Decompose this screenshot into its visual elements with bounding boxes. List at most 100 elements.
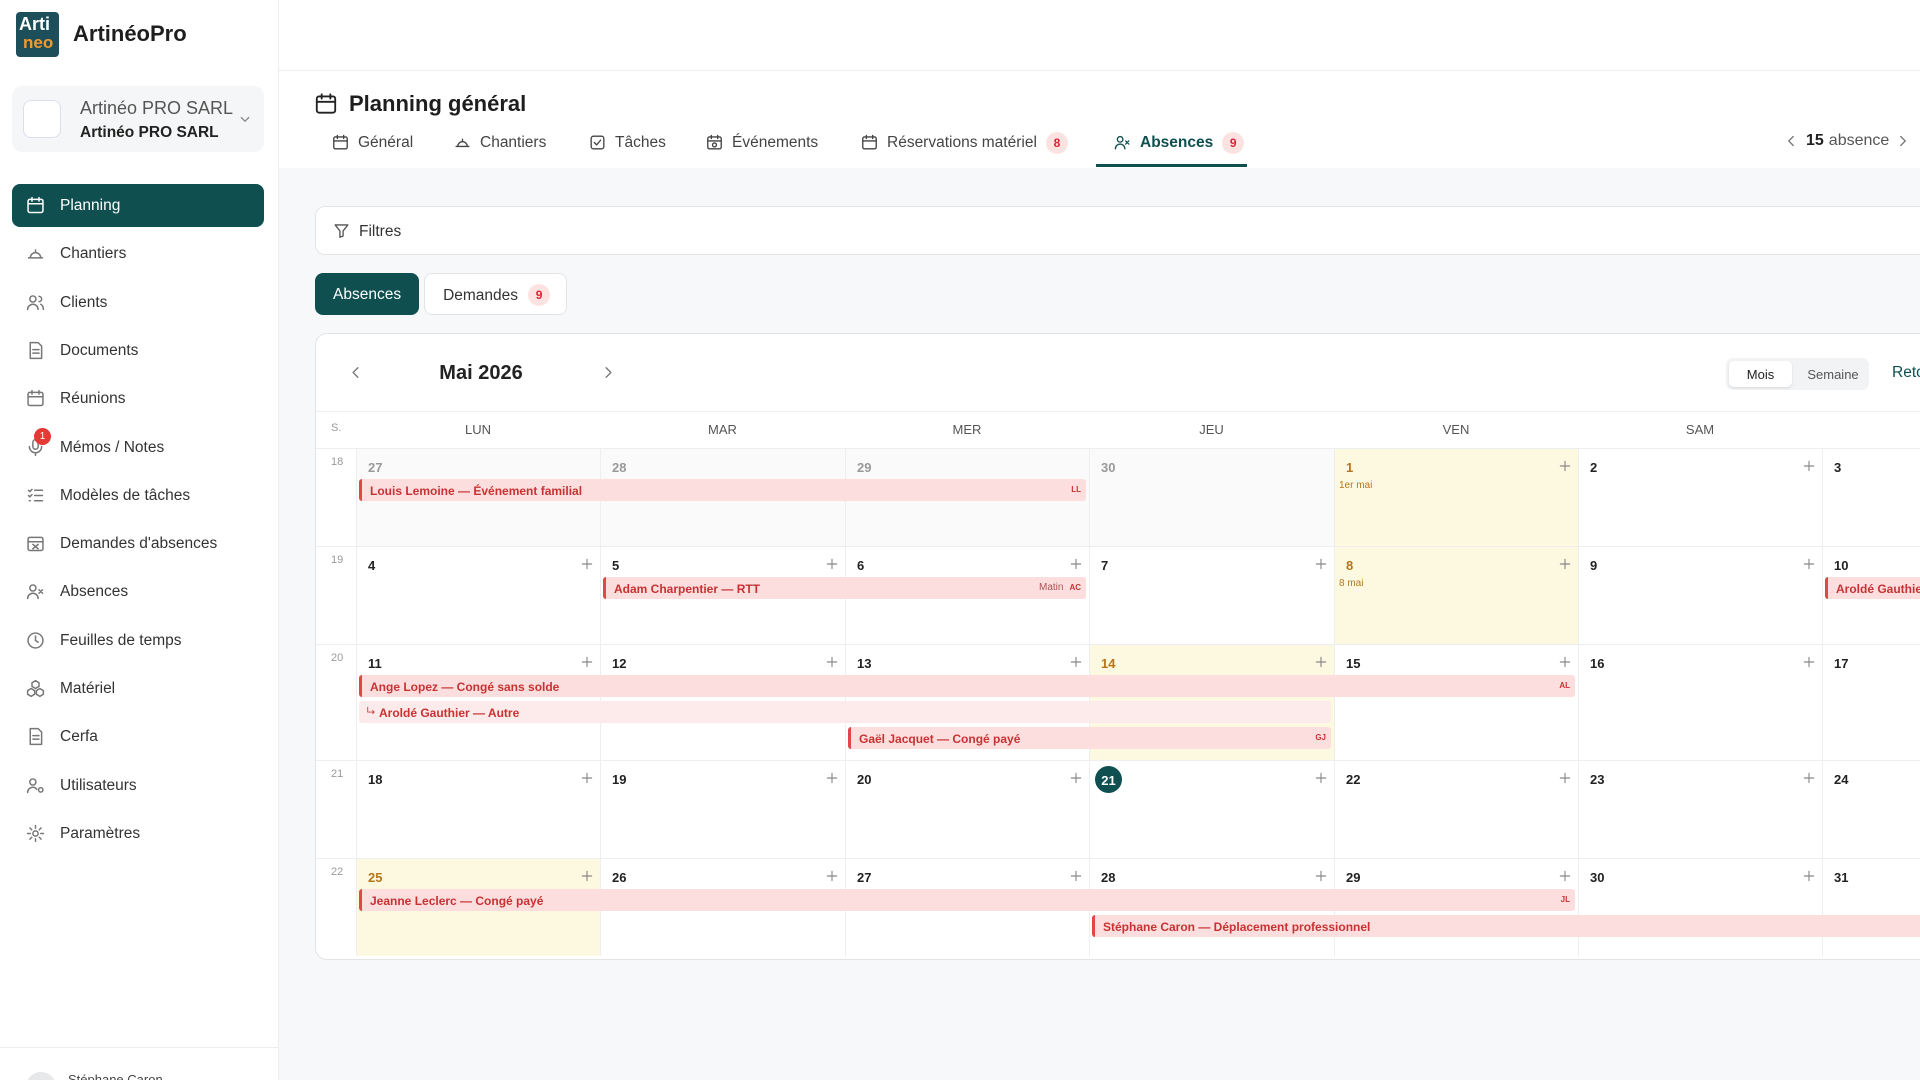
view-button[interactable]: Semaine (1797, 361, 1869, 387)
day-number: 16 (1590, 656, 1605, 671)
filters-label: Filtres (359, 223, 402, 240)
tab-icon (333, 134, 348, 150)
tab-badge: 8 (1045, 132, 1068, 154)
day-cell[interactable] (356, 547, 600, 644)
weekday-label: LUN (464, 422, 491, 437)
filters-bar[interactable]: Filtres (315, 206, 1920, 255)
event-bar[interactable]: Stéphane Caron — Déplacement professionn… (1092, 915, 1920, 937)
nav-item[interactable]: Modèles de tâches (12, 474, 264, 517)
tab-label[interactable]: Chantiers (480, 134, 547, 151)
today-button[interactable]: Reto (1892, 364, 1920, 381)
tab-label[interactable]: Tâches (615, 134, 666, 151)
day-cell[interactable] (1822, 761, 1920, 858)
day-cell[interactable] (1822, 645, 1920, 760)
day-cell[interactable] (1334, 449, 1578, 546)
nav-item[interactable]: Documents (12, 329, 264, 372)
event-bar[interactable]: Adam Charpentier — RTT AC Matin (603, 577, 1086, 599)
tabbar (279, 71, 1920, 168)
day-cell[interactable] (1089, 547, 1334, 644)
tab-icon (590, 135, 605, 150)
nav-item[interactable]: Mémos / Notes 1 (12, 426, 264, 469)
nav-item[interactable]: Absences (12, 570, 264, 613)
event-bar[interactable]: Jeanne Leclerc — Congé payé JL (359, 889, 1575, 911)
logo-text: Arti (19, 14, 50, 34)
company-switcher[interactable]: Artinéo PRO SARL Artinéo PRO SARL (12, 86, 264, 152)
company-name: Artinéo PRO SARL (80, 98, 234, 118)
week-header: S. (331, 422, 342, 434)
nav-item[interactable]: Feuilles de temps (12, 619, 264, 662)
weekday-label: MER (952, 422, 982, 437)
tab-label[interactable]: Réservations matériel (887, 134, 1037, 151)
day-cell[interactable] (1578, 761, 1822, 858)
week-number: 18 (331, 456, 344, 468)
header-divider (316, 411, 1920, 412)
nav-icon (27, 488, 44, 502)
nav-item[interactable]: Utilisateurs (12, 764, 264, 807)
day-number: 23 (1590, 772, 1605, 787)
nav-icon (26, 679, 45, 698)
title-icon (315, 93, 337, 114)
day-cell[interactable] (1578, 547, 1822, 644)
nav-item[interactable]: Demandes d'absences (12, 522, 264, 565)
row-divider (316, 546, 1920, 547)
day-cell[interactable] (1578, 859, 1822, 956)
nav-label: Matériel (60, 680, 116, 697)
nav-item[interactable]: Réunions (12, 377, 264, 420)
nav-item[interactable]: Matériel (12, 667, 264, 710)
day-cell[interactable] (1089, 449, 1334, 546)
add-icon (1070, 772, 1082, 784)
event-bar[interactable]: Gaël Jacquet — Congé payé GJ (848, 727, 1331, 749)
month-title: Mai 2026 (439, 362, 523, 384)
day-cell[interactable] (845, 761, 1089, 858)
day-cell[interactable] (1822, 859, 1920, 956)
nav-icon (26, 824, 45, 843)
add-icon (1315, 772, 1327, 784)
add-icon (1559, 870, 1571, 882)
day-cell[interactable] (1334, 547, 1578, 644)
nav-item[interactable]: Planning (12, 184, 264, 227)
day-number: 11 (368, 656, 382, 671)
week-number: 22 (331, 866, 344, 878)
day-number: 30 (1101, 460, 1116, 475)
tab-label[interactable]: Général (358, 134, 414, 151)
toggle-button[interactable]: Demandes 9 (424, 273, 568, 315)
event-initials: LL (1071, 485, 1081, 494)
add-icon (1803, 656, 1815, 668)
tab-icon (707, 134, 722, 150)
weekday-label: MAR (708, 422, 737, 437)
topbar (279, 0, 1920, 71)
day-cell[interactable] (1822, 449, 1920, 546)
nav-item[interactable]: Paramètres (12, 812, 264, 855)
tab-label[interactable]: Absences (1140, 134, 1214, 151)
event-bar[interactable]: Louis Lemoine — Événement familial LL (359, 479, 1086, 501)
nav-label: Planning (60, 197, 121, 214)
day-cell[interactable] (1578, 645, 1822, 760)
nav-label: Réunions (60, 390, 126, 408)
day-cell[interactable] (356, 761, 600, 858)
add-icon (1315, 656, 1327, 668)
day-number: 10 (1834, 558, 1849, 573)
event-label: Gaël Jacquet — Congé payé (859, 732, 1021, 746)
day-cell[interactable] (1334, 761, 1578, 858)
day-number: 28 (612, 460, 627, 475)
day-number: 7 (1101, 558, 1109, 573)
nav-item[interactable]: Chantiers (12, 232, 264, 275)
tab-badge: 9 (1222, 132, 1245, 154)
day-cell[interactable] (1089, 761, 1334, 858)
event-bar[interactable]: Ange Lopez — Congé sans solde AL (359, 675, 1575, 697)
nav-icon (26, 294, 45, 310)
day-cell[interactable] (600, 761, 845, 858)
event-bar[interactable]: Aroldé Gauthier (1825, 577, 1920, 599)
view-button[interactable]: Mois (1729, 361, 1792, 387)
add-icon (1070, 870, 1082, 882)
toggle-button[interactable]: Absences (315, 273, 420, 315)
day-number: 30 (1590, 870, 1605, 885)
nav-item[interactable]: Clients (12, 281, 264, 324)
event-bar[interactable]: Aroldé Gauthier — Autre (359, 701, 1331, 723)
nav-item[interactable]: Cerfa (12, 715, 264, 758)
day-cell[interactable] (1334, 645, 1578, 760)
add-icon (826, 870, 838, 882)
day-cell[interactable] (1578, 449, 1822, 546)
day-number: 27 (857, 870, 872, 885)
tab-label[interactable]: Événements (732, 134, 819, 151)
